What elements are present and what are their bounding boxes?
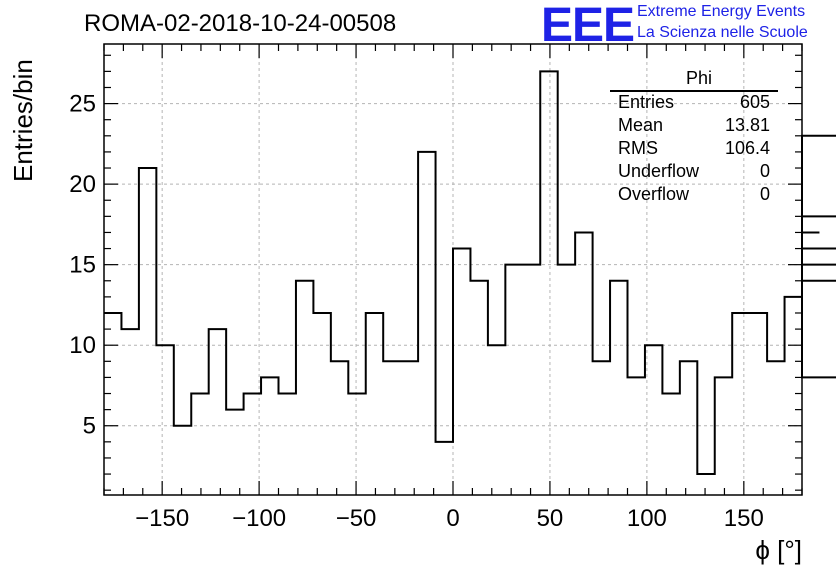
histogram-bin <box>436 442 453 495</box>
stats-label: Overflow <box>618 184 690 204</box>
histogram-bin <box>174 426 191 495</box>
stats-label: Mean <box>618 115 664 135</box>
stats-value: 106.4 <box>724 138 770 158</box>
histogram-bin <box>540 71 557 495</box>
x-tick-label: 0 <box>446 505 459 532</box>
x-tick-label: −150 <box>135 505 189 532</box>
histogram-bin <box>697 474 714 495</box>
y-axis-label: Entries/bin <box>8 59 38 182</box>
histogram-bin <box>558 265 575 495</box>
eee-tagline-1: Extreme Energy Events <box>637 3 806 20</box>
x-tick-label: 100 <box>627 505 667 532</box>
histogram-bin <box>191 394 208 495</box>
histogram-bin <box>156 345 173 495</box>
eee-tagline-2: La Scienza nelle Scuole <box>637 24 808 41</box>
histogram-bin <box>732 313 749 495</box>
axes <box>103 43 803 496</box>
histogram-bin <box>366 313 383 495</box>
histogram-bin <box>750 313 767 495</box>
x-tick-label: 50 <box>537 505 564 532</box>
x-tick-label: 150 <box>724 505 764 532</box>
histogram-bin <box>348 394 365 495</box>
stats-value: 13.81 <box>724 115 770 135</box>
y-tick-label: 20 <box>69 171 96 198</box>
x-tick-label: −50 <box>336 505 377 532</box>
histogram-bin <box>261 377 278 495</box>
histogram-bin <box>296 281 313 495</box>
stats-title: Phi <box>610 68 778 92</box>
y-tick-label: 10 <box>69 332 96 359</box>
histogram-bin <box>715 377 732 495</box>
histogram-bin <box>244 394 261 495</box>
histogram-bin <box>785 297 802 495</box>
histogram-bin <box>279 394 296 495</box>
stats-value: 0 <box>759 184 770 204</box>
histogram-bin <box>470 281 487 495</box>
histogram-bins <box>104 70 836 495</box>
histogram-bin <box>418 152 435 495</box>
histogram-bin <box>313 313 330 495</box>
stats-row-mean: Mean 13.81 <box>610 115 778 138</box>
histogram-bin <box>593 361 610 495</box>
histogram-outline <box>104 70 836 476</box>
stats-row-entries: Entries 605 <box>610 92 778 115</box>
histogram-bin <box>488 345 505 495</box>
histogram-bin <box>401 361 418 495</box>
eee-logo: EEE <box>541 0 635 52</box>
stats-row-overflow: Overflow 0 <box>610 184 778 207</box>
histogram-bin <box>662 394 679 495</box>
histogram-bin <box>331 361 348 495</box>
x-axis-label: ϕ [°] <box>755 535 802 565</box>
plot-title: ROMA-02-2018-10-24-00508 <box>84 10 397 37</box>
x-tick-label: −100 <box>232 505 286 532</box>
stats-box: Phi Entries 605 Mean 13.81 RMS 106.4 Und… <box>610 68 778 207</box>
histogram-bin <box>610 281 627 495</box>
histogram-bin <box>628 377 645 495</box>
histogram-bin <box>453 249 470 495</box>
histogram-bin <box>523 265 540 495</box>
histogram-bin <box>680 361 697 495</box>
histogram-bin <box>209 329 226 495</box>
histogram-bin <box>505 265 522 495</box>
histogram-bin <box>226 410 243 495</box>
stats-label: RMS <box>618 138 658 158</box>
stats-label: Entries <box>618 92 675 112</box>
stats-row-rms: RMS 106.4 <box>610 138 778 161</box>
histogram-bin <box>575 232 592 495</box>
histogram-bin <box>104 313 121 495</box>
histogram-bin <box>645 345 662 495</box>
tick-labels: −150 −100 −50 0 50 100 150 5 10 15 20 25 <box>69 91 764 532</box>
y-tick-label: 25 <box>69 91 96 118</box>
y-tick-label: 5 <box>83 413 96 440</box>
histogram-bin <box>767 361 784 495</box>
histogram-bin <box>383 361 400 495</box>
stats-row-underflow: Underflow 0 <box>610 161 778 184</box>
y-tick-label: 15 <box>69 252 96 279</box>
stats-value: 0 <box>759 161 770 181</box>
stats-label: Underflow <box>618 161 700 181</box>
histogram-bin <box>121 329 138 495</box>
histogram-bin <box>139 168 156 495</box>
stats-value: 605 <box>739 92 770 112</box>
